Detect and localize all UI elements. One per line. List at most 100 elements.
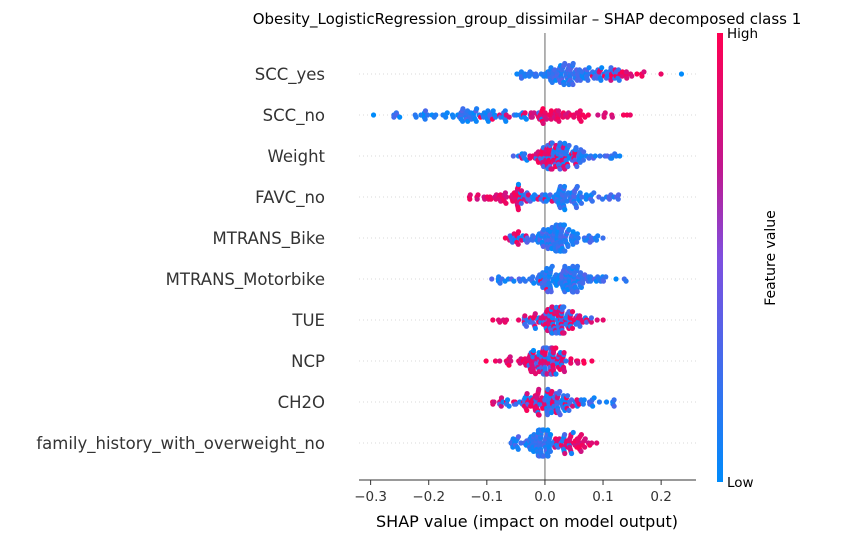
x-axis-label: SHAP value (impact on model output) <box>376 512 678 531</box>
shap-point <box>629 73 635 79</box>
shap-point <box>532 311 538 317</box>
shap-point <box>522 313 528 319</box>
shap-point <box>523 323 530 329</box>
shap-point <box>545 427 551 433</box>
shap-point <box>571 114 577 120</box>
shap-point <box>639 73 645 79</box>
feature-gridlines <box>359 73 696 444</box>
shap-point <box>548 108 554 114</box>
shap-point <box>578 432 585 438</box>
shap-point <box>460 106 466 112</box>
shap-point <box>548 289 554 295</box>
shap-point <box>506 114 512 120</box>
shap-point <box>413 114 419 120</box>
shap-point <box>475 192 481 198</box>
colorbar-low-label: Low <box>727 475 754 491</box>
shap-point <box>533 73 540 79</box>
shap-point <box>565 163 571 170</box>
shap-point <box>568 356 574 362</box>
colorbar <box>717 33 723 482</box>
shap-point <box>506 403 512 409</box>
shap-point <box>589 358 595 364</box>
shap-point <box>575 235 581 241</box>
shap-point <box>609 155 615 161</box>
shap-point <box>531 280 537 286</box>
shap-point <box>506 362 512 368</box>
shap-point <box>611 397 617 403</box>
shap-point <box>624 75 630 81</box>
x-tick-label: 0.0 <box>534 489 555 505</box>
feature-labels: SCC_yes SCC_no Weight FAVC_no MTRANS_Bike MTR… <box>36 65 325 454</box>
shap-point <box>557 388 563 395</box>
shap-point <box>485 118 491 124</box>
shap-point <box>523 116 529 122</box>
shap-point <box>491 399 497 405</box>
shap-point <box>590 403 596 409</box>
shap-point <box>504 397 511 403</box>
shap-point <box>588 319 594 325</box>
shap-point <box>515 181 522 187</box>
shap-point <box>562 263 568 269</box>
shap-point <box>586 65 592 71</box>
shap-point <box>561 304 567 310</box>
shap-point <box>574 163 580 170</box>
x-tick-label: −0.1 <box>470 489 503 505</box>
shap-point <box>562 207 568 213</box>
feature-label: SCC_yes <box>255 65 325 85</box>
shap-point <box>623 69 629 75</box>
shap-point <box>544 345 550 351</box>
shap-point <box>473 118 479 124</box>
shap-point <box>616 77 622 83</box>
shap-point <box>522 278 528 284</box>
shap-point <box>577 323 583 329</box>
shap-point <box>561 183 568 190</box>
x-tick-label: −0.3 <box>354 489 387 505</box>
shap-point <box>641 69 647 75</box>
shap-point <box>570 263 576 269</box>
shap-point <box>574 263 581 269</box>
shap-point <box>574 289 580 295</box>
shap-point <box>658 71 664 77</box>
shap-point <box>541 427 547 433</box>
shap-point <box>548 65 554 71</box>
feature-label: MTRANS_Motorbike <box>166 270 325 290</box>
shap-point <box>553 345 559 351</box>
shap-point <box>498 403 504 409</box>
shap-point <box>549 140 555 146</box>
shap-point <box>578 448 584 454</box>
shap-point <box>443 114 449 120</box>
shap-point <box>548 409 555 416</box>
shap-point <box>547 448 554 454</box>
shap-point <box>585 77 591 83</box>
shap-point <box>594 317 600 323</box>
shap-point <box>518 188 525 194</box>
shap-point <box>561 81 567 88</box>
shap-point <box>561 350 567 356</box>
x-ticks: −0.3 −0.2 −0.1 0.0 0.1 0.2 <box>354 480 672 505</box>
shap-point <box>433 112 439 118</box>
shap-point <box>569 325 576 331</box>
shap-point <box>541 227 547 233</box>
shap-point <box>597 153 603 159</box>
shap-point <box>582 436 588 442</box>
shap-point <box>556 118 562 124</box>
shap-point <box>532 325 539 331</box>
shap-point <box>613 276 619 282</box>
shap-point <box>397 114 403 120</box>
shap-point <box>536 412 542 418</box>
shap-point <box>503 317 510 323</box>
shap-point <box>570 60 576 67</box>
shap-point <box>553 371 559 377</box>
shap-point <box>599 65 605 71</box>
feature-label: TUE <box>291 311 325 330</box>
shap-point <box>502 190 509 196</box>
shap-point <box>565 243 571 249</box>
shap-point <box>545 386 551 392</box>
feature-label: Weight <box>268 147 326 166</box>
shap-point <box>497 358 503 364</box>
feature-label: NCP <box>291 352 325 371</box>
shap-point <box>563 358 569 364</box>
shap-point <box>568 360 574 366</box>
shap-point <box>573 204 580 211</box>
